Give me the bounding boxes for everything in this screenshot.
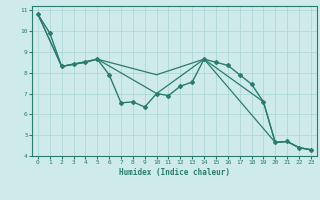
X-axis label: Humidex (Indice chaleur): Humidex (Indice chaleur) bbox=[119, 168, 230, 177]
